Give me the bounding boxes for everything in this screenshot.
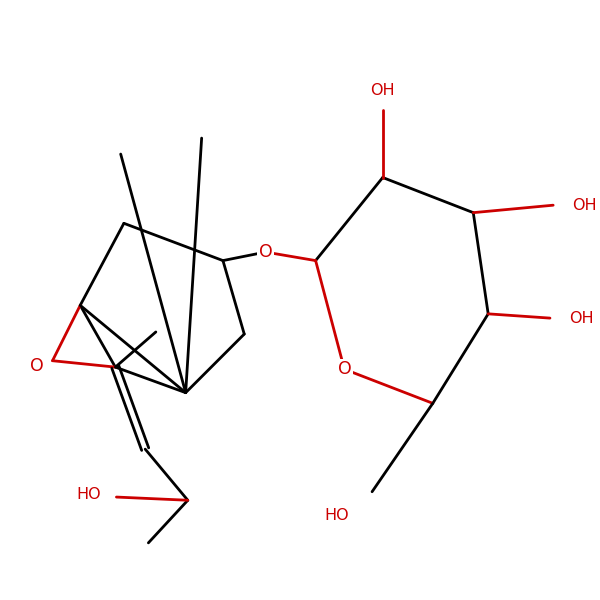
- Text: O: O: [338, 360, 351, 378]
- Text: OH: OH: [370, 83, 395, 98]
- Text: O: O: [259, 243, 272, 261]
- Text: HO: HO: [76, 487, 101, 502]
- Text: OH: OH: [569, 311, 594, 326]
- Text: HO: HO: [325, 508, 349, 523]
- Text: OH: OH: [572, 197, 597, 212]
- Text: O: O: [29, 357, 43, 375]
